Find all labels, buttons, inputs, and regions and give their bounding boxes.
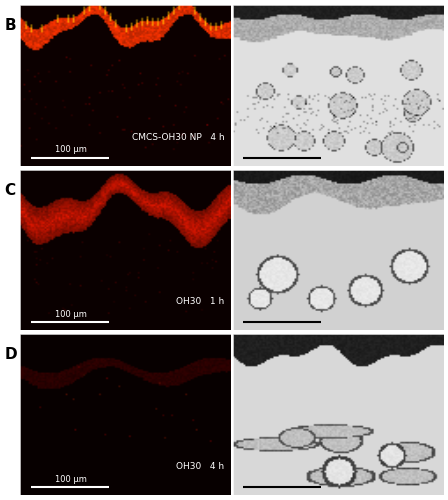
Text: 100 μm: 100 μm bbox=[55, 146, 86, 154]
Text: B: B bbox=[4, 18, 16, 33]
Text: CMCS-OH30 NP   4 h: CMCS-OH30 NP 4 h bbox=[132, 132, 224, 141]
Text: D: D bbox=[4, 347, 17, 362]
Text: OH30   1 h: OH30 1 h bbox=[176, 297, 224, 306]
Text: 100 μm: 100 μm bbox=[55, 475, 86, 484]
Text: OH30   4 h: OH30 4 h bbox=[176, 462, 224, 471]
Text: C: C bbox=[4, 182, 16, 198]
Text: 100 μm: 100 μm bbox=[55, 310, 86, 319]
